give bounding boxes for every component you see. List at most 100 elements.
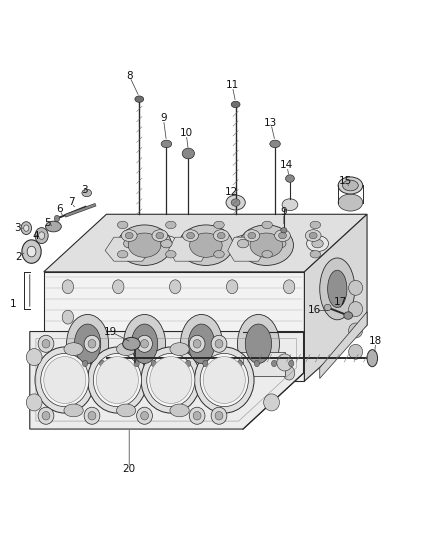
Ellipse shape [117,251,128,258]
Ellipse shape [338,194,363,211]
Circle shape [151,360,156,367]
Text: 10: 10 [180,128,193,138]
Text: 6: 6 [56,204,63,214]
Ellipse shape [262,251,272,258]
Ellipse shape [310,221,321,229]
Ellipse shape [88,411,96,420]
Text: 15: 15 [339,176,352,186]
Ellipse shape [152,230,168,241]
Ellipse shape [117,221,128,229]
Ellipse shape [211,407,227,424]
Ellipse shape [35,347,95,413]
Ellipse shape [193,340,201,348]
Ellipse shape [226,366,238,380]
Ellipse shape [338,177,363,194]
Ellipse shape [38,407,54,424]
Ellipse shape [277,354,293,371]
Ellipse shape [155,236,177,252]
Text: 11: 11 [226,80,239,90]
Ellipse shape [147,353,195,407]
Ellipse shape [203,357,245,403]
Ellipse shape [237,314,279,373]
Ellipse shape [182,148,194,159]
Ellipse shape [170,280,181,294]
Ellipse shape [194,347,254,413]
Polygon shape [320,312,367,378]
Text: 4: 4 [32,231,39,240]
Circle shape [237,360,242,367]
Circle shape [272,360,277,367]
Ellipse shape [349,302,363,317]
Ellipse shape [183,151,194,158]
Ellipse shape [54,215,60,222]
Polygon shape [44,214,367,272]
Ellipse shape [125,232,133,239]
Circle shape [289,360,294,367]
Ellipse shape [214,251,224,258]
Ellipse shape [161,239,172,248]
Ellipse shape [269,236,291,252]
Ellipse shape [264,394,279,411]
Ellipse shape [117,343,136,356]
Ellipse shape [141,340,148,348]
Ellipse shape [74,324,101,364]
Ellipse shape [349,344,363,359]
Ellipse shape [179,225,233,265]
Ellipse shape [305,230,321,241]
Ellipse shape [170,366,181,380]
Ellipse shape [137,407,152,424]
Ellipse shape [262,221,272,229]
Ellipse shape [310,251,321,258]
Ellipse shape [170,343,189,356]
Ellipse shape [44,357,86,403]
Ellipse shape [187,232,194,239]
Ellipse shape [349,323,363,338]
Ellipse shape [211,335,227,352]
Polygon shape [107,357,118,373]
Text: 5: 5 [44,218,51,228]
Polygon shape [228,237,265,261]
Ellipse shape [141,347,201,413]
Polygon shape [169,237,208,261]
Circle shape [203,360,208,367]
Ellipse shape [286,175,294,182]
Text: 13: 13 [264,118,277,127]
Ellipse shape [189,335,205,352]
Ellipse shape [88,347,147,413]
Text: 3: 3 [14,223,21,233]
Ellipse shape [237,239,249,248]
Ellipse shape [62,280,74,294]
Ellipse shape [161,140,172,148]
Ellipse shape [88,340,96,348]
Ellipse shape [281,228,287,233]
Ellipse shape [324,304,331,311]
Circle shape [134,360,139,367]
Ellipse shape [121,230,137,241]
Polygon shape [107,352,285,376]
Ellipse shape [283,280,295,294]
Ellipse shape [141,411,148,420]
Text: 17: 17 [334,297,347,307]
Ellipse shape [279,232,286,239]
Text: 20: 20 [123,464,136,474]
Ellipse shape [150,357,192,403]
Text: 19: 19 [104,327,117,336]
Circle shape [168,360,173,367]
Ellipse shape [117,225,172,265]
Ellipse shape [193,411,201,420]
Text: 12: 12 [225,187,238,197]
Ellipse shape [84,407,100,424]
Ellipse shape [46,221,61,232]
Ellipse shape [283,366,295,380]
Ellipse shape [124,239,135,248]
Circle shape [186,360,191,367]
Ellipse shape [213,230,229,241]
Polygon shape [171,357,182,373]
Circle shape [99,360,105,367]
Ellipse shape [35,228,48,244]
Ellipse shape [226,280,238,294]
Ellipse shape [137,335,152,352]
Ellipse shape [231,101,240,108]
Ellipse shape [42,411,50,420]
Circle shape [117,360,122,367]
